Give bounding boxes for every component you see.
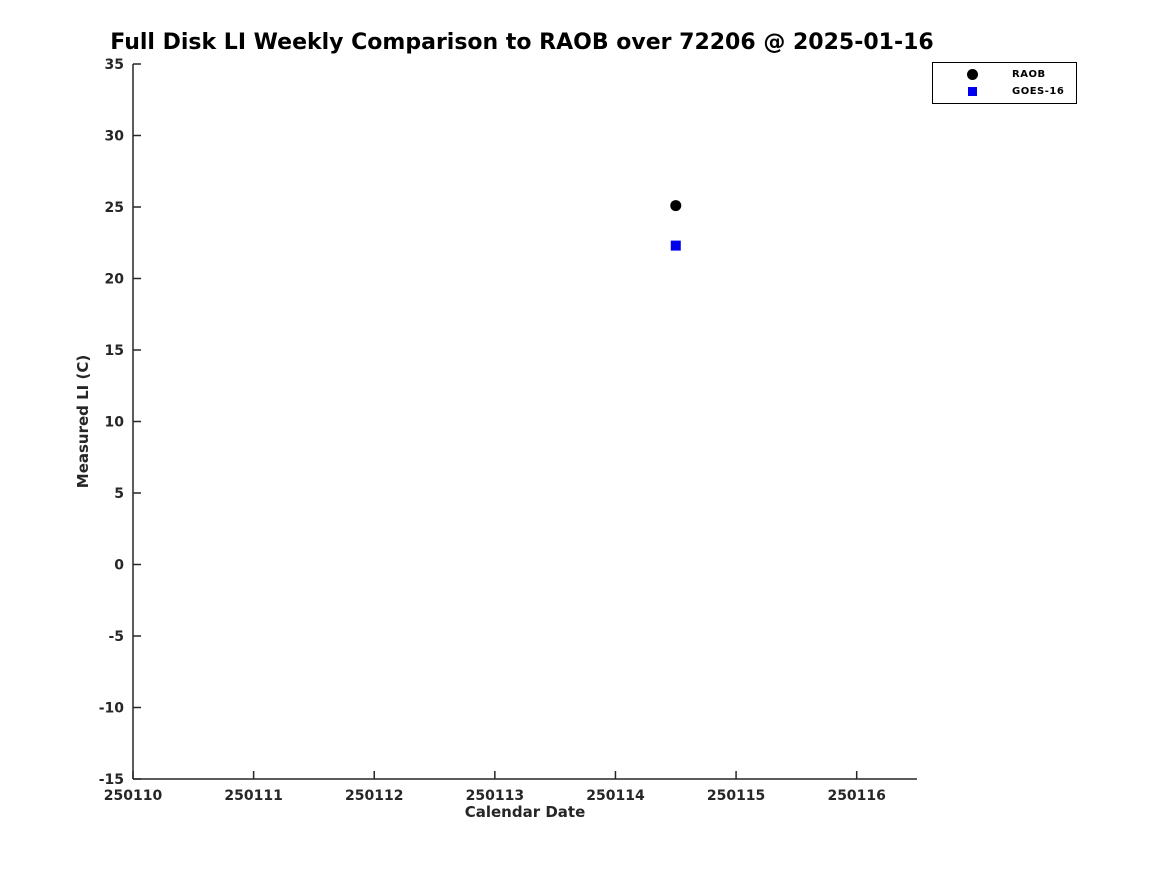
y-tick-label: -15 <box>99 772 124 788</box>
x-tick-label: 250116 <box>827 788 885 804</box>
legend-label-raob: RAOB <box>1012 69 1046 80</box>
legend-item-raob: RAOB <box>933 69 1076 80</box>
x-tick-label: 250113 <box>466 788 524 804</box>
chart-title: Full Disk LI Weekly Comparison to RAOB o… <box>110 30 934 55</box>
y-tick-label: -10 <box>99 701 125 717</box>
x-tick-label: 250111 <box>224 788 282 804</box>
y-tick-label: 15 <box>105 343 124 359</box>
y-axis-title: Measured LI (C) <box>74 355 92 488</box>
x-tick-label: 250114 <box>586 788 645 804</box>
legend-item-goes16: GOES-16 <box>933 86 1076 97</box>
y-tick-label: 35 <box>105 57 124 73</box>
x-axis-title: Calendar Date <box>465 803 586 821</box>
y-tick-label: 10 <box>105 415 125 431</box>
raob-circle-icon <box>933 69 1012 80</box>
legend-label-goes16: GOES-16 <box>1012 86 1065 97</box>
goes16-square-icon <box>933 87 1012 96</box>
x-tick-label: 250112 <box>345 788 403 804</box>
x-tick-label: 250110 <box>104 788 163 804</box>
y-tick-label: 20 <box>105 272 125 288</box>
y-tick-label: 25 <box>105 200 124 216</box>
y-tick-label: 30 <box>105 129 125 145</box>
goes16-point <box>670 240 681 251</box>
raob-point <box>670 200 682 212</box>
x-tick-label: 250115 <box>707 788 765 804</box>
legend: RAOB GOES-16 <box>932 62 1077 104</box>
y-tick-label: 0 <box>114 558 124 574</box>
y-tick-label: 5 <box>114 486 124 502</box>
y-tick-label: -5 <box>108 629 124 645</box>
